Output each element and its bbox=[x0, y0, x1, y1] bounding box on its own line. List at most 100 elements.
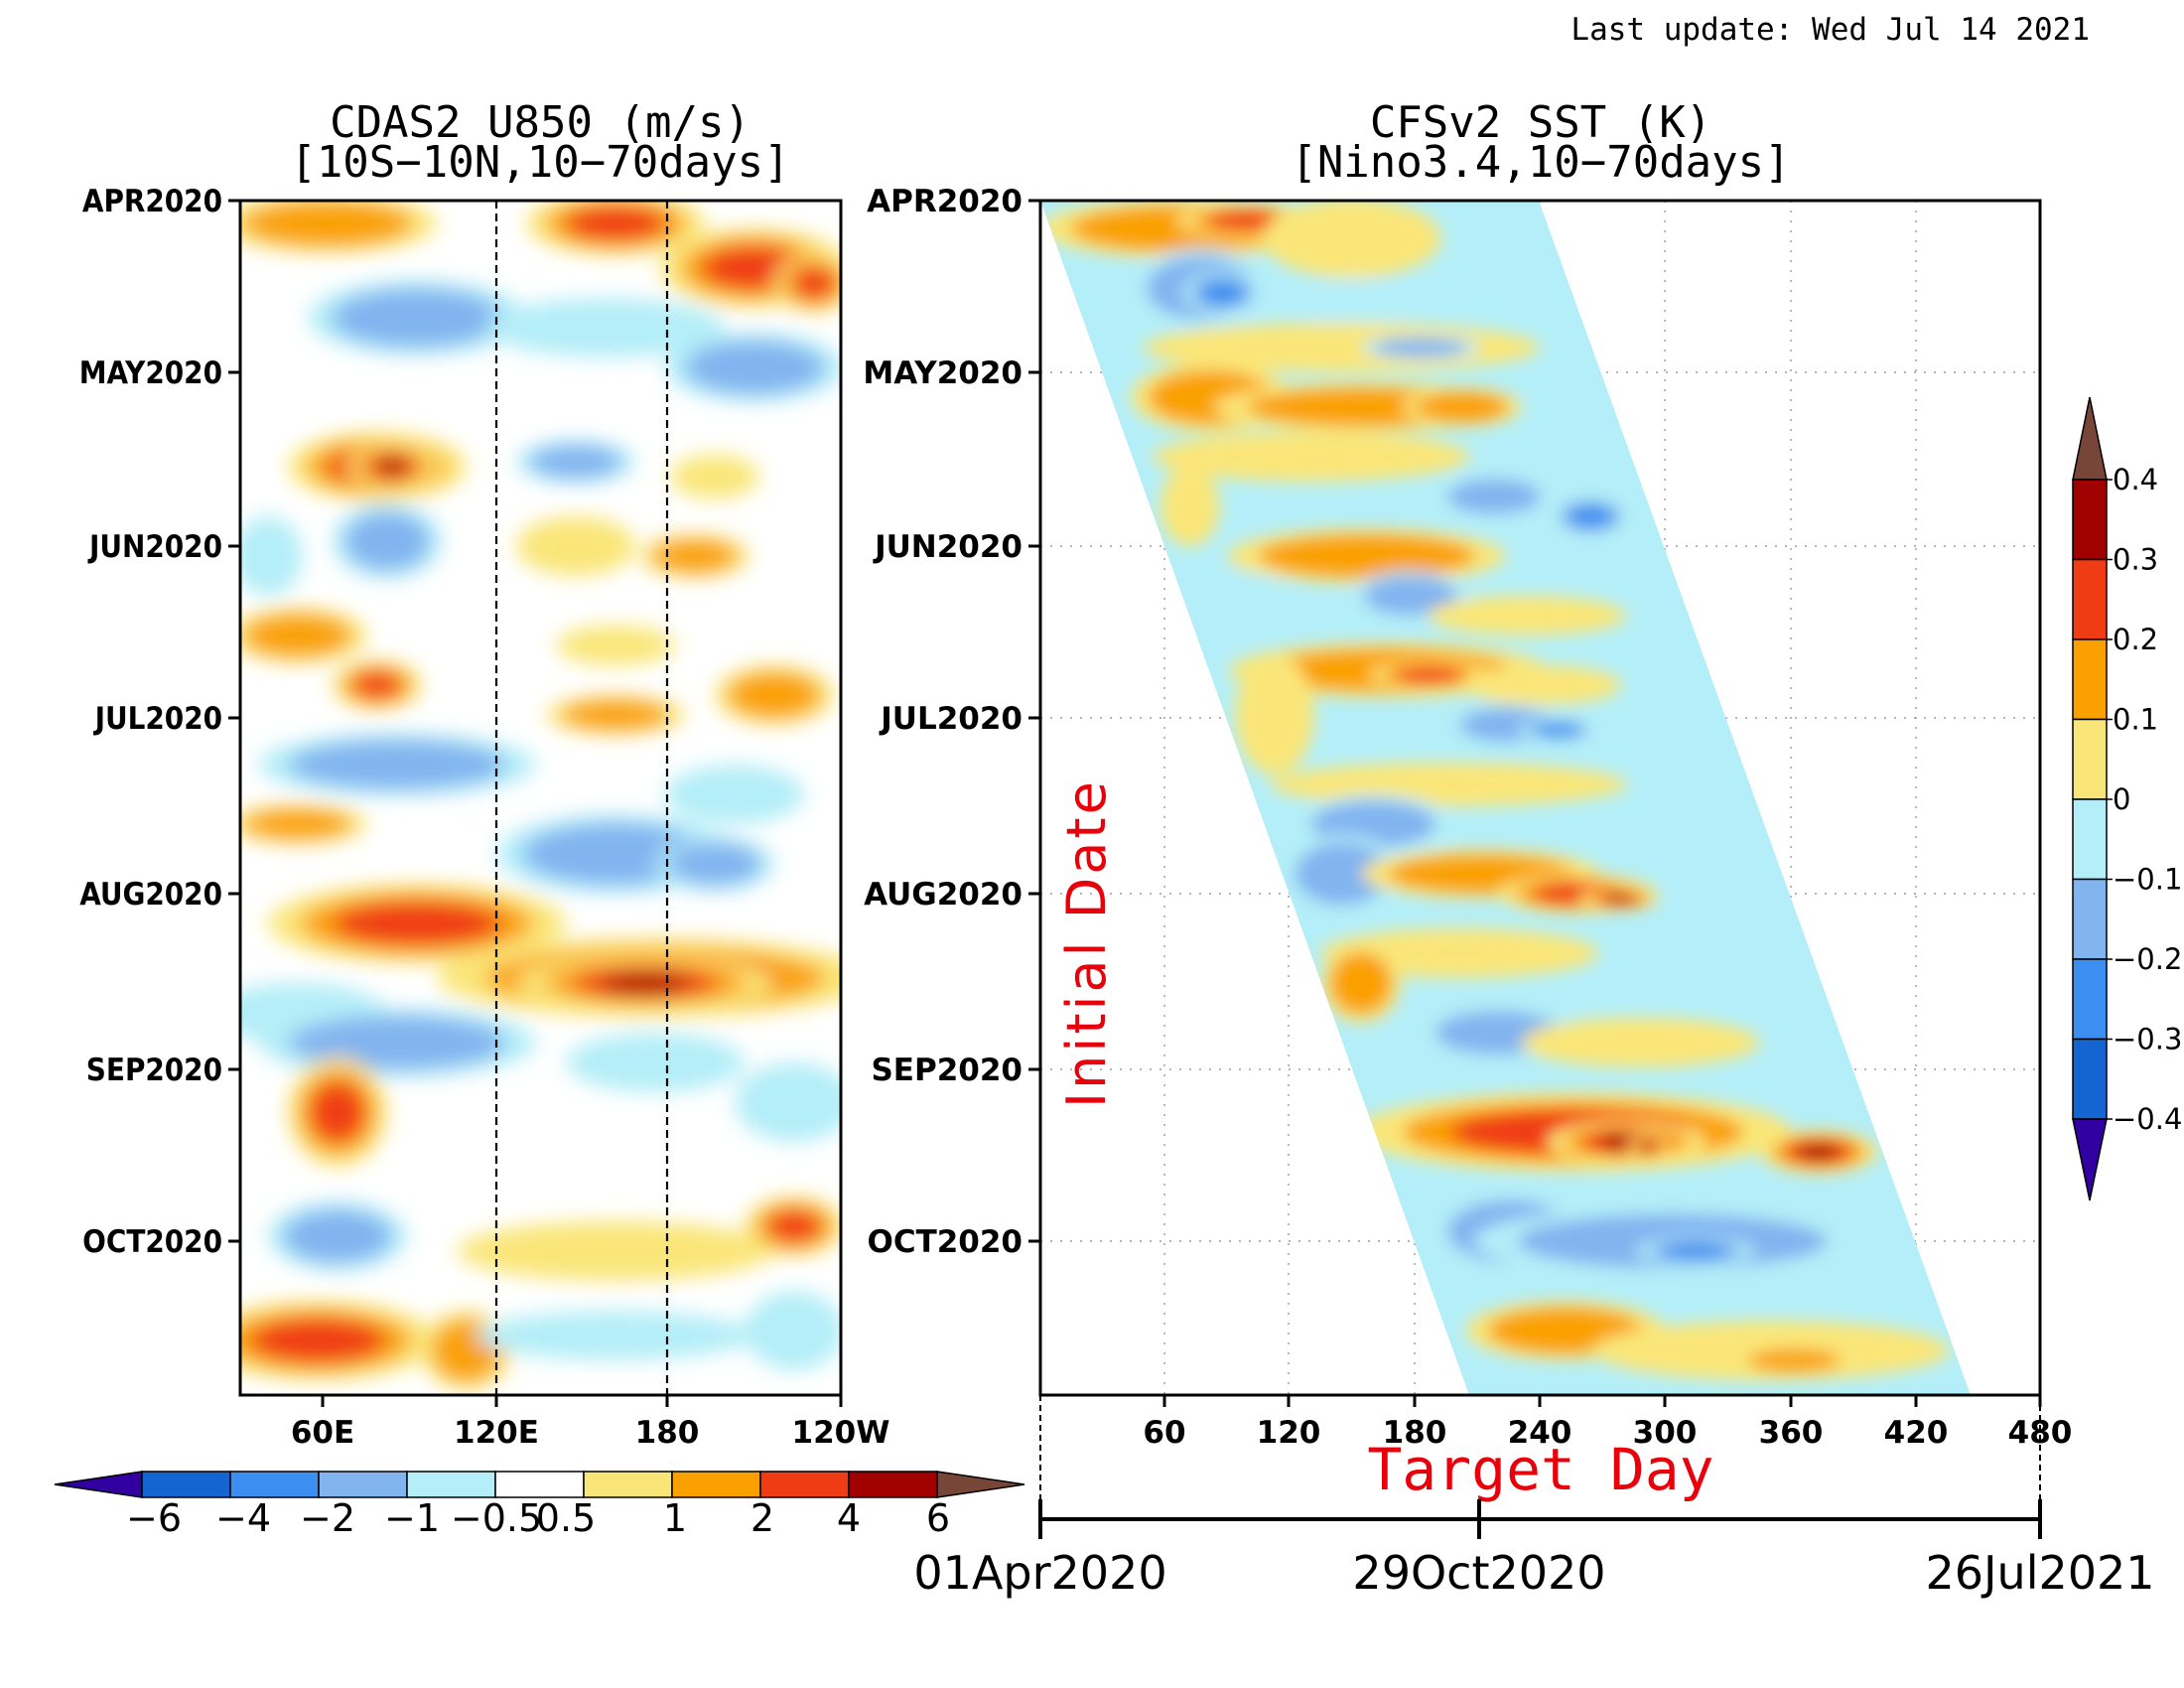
positive-anomaly bbox=[351, 671, 403, 699]
left-colorbar: −6 −4 −2 −1 −0.50.5 1 2 4 6 bbox=[54, 1471, 1025, 1540]
colorbar-label: −1 bbox=[384, 1496, 440, 1540]
right-y-axis: APR2020 MAY2020 JUN2020 JUL2020 AUG2020 SEP20… bbox=[863, 184, 1040, 1260]
colorbar-segment bbox=[2072, 718, 2108, 800]
colorbar-label: 0.1 bbox=[2113, 703, 2158, 737]
positive-anomaly bbox=[1462, 665, 1622, 705]
positive-anomaly bbox=[670, 455, 759, 498]
positive-anomaly bbox=[1329, 951, 1393, 1015]
negative-anomaly bbox=[665, 765, 804, 824]
y-tick-label: JUN2020 bbox=[87, 529, 222, 565]
colorbar-segment bbox=[671, 1471, 761, 1498]
colorbar-segment bbox=[406, 1471, 496, 1498]
positive-anomaly bbox=[1270, 763, 1628, 806]
negative-anomaly bbox=[1374, 338, 1467, 357]
colorbar-arrow-high bbox=[936, 1471, 1025, 1498]
positive-anomaly bbox=[565, 206, 666, 241]
y-tick-label: OCT2020 bbox=[82, 1224, 222, 1260]
negative-anomaly bbox=[288, 1015, 506, 1070]
negative-anomaly bbox=[1536, 723, 1580, 737]
x-tick-label: 60E bbox=[291, 1415, 354, 1451]
x-tick-label: 120 bbox=[1257, 1415, 1321, 1451]
colorbar-segment bbox=[2072, 1038, 2108, 1120]
positive-anomaly bbox=[1262, 201, 1441, 278]
left-x-axis: 60E 120E 180 120W bbox=[291, 1395, 889, 1451]
x-tick-label: 240 bbox=[1508, 1415, 1572, 1451]
colorbar-label: 0 bbox=[2113, 782, 2130, 816]
x-tick-label: 120E bbox=[454, 1415, 539, 1451]
right-title-line2: [Nino3.4,10−70days] bbox=[1291, 137, 1790, 188]
right-xlabel: Target Day bbox=[1367, 1436, 1713, 1503]
positive-anomaly bbox=[601, 973, 690, 993]
positive-anomaly bbox=[516, 516, 635, 576]
left-title-line2: [10S−10N,10−70days] bbox=[290, 137, 789, 188]
y-tick-label: SEP2020 bbox=[86, 1053, 222, 1088]
y-tick-label: SEP2020 bbox=[871, 1053, 1023, 1088]
positive-anomaly bbox=[1747, 1348, 1842, 1372]
colorbar-label: 0.2 bbox=[2113, 623, 2158, 656]
colorbar-label: −0.5 bbox=[451, 1496, 542, 1540]
x-tick-label: 360 bbox=[1759, 1415, 1824, 1451]
y-tick-label: AUG2020 bbox=[864, 877, 1023, 913]
colorbar-label: 0.4 bbox=[2113, 463, 2158, 496]
colorbar-label: 6 bbox=[926, 1496, 950, 1540]
x-tick-label: 60 bbox=[1143, 1415, 1185, 1451]
colorbar-label: 4 bbox=[837, 1496, 861, 1540]
positive-anomaly bbox=[1396, 666, 1463, 684]
y-tick-label: APR2020 bbox=[867, 184, 1023, 219]
negative-anomaly bbox=[684, 340, 825, 395]
colorbar-label: −4 bbox=[215, 1496, 271, 1540]
positive-anomaly bbox=[766, 1209, 822, 1243]
positive-anomaly bbox=[1604, 894, 1633, 904]
colorbar-label: −2 bbox=[300, 1496, 355, 1540]
y-tick-label: JUL2020 bbox=[93, 701, 222, 737]
x-tick-label: 420 bbox=[1884, 1415, 1949, 1451]
negative-anomaly bbox=[1364, 576, 1457, 616]
positive-anomaly bbox=[1258, 534, 1475, 578]
positive-anomaly bbox=[457, 1221, 774, 1281]
negative-anomaly bbox=[529, 444, 622, 480]
positive-anomaly bbox=[310, 1081, 365, 1143]
y-tick-label: MAY2020 bbox=[79, 355, 222, 391]
positive-anomaly bbox=[250, 1318, 385, 1363]
colorbar-arrow-low bbox=[2072, 1118, 2108, 1201]
negative-anomaly bbox=[745, 1291, 841, 1370]
negative-anomaly bbox=[332, 288, 502, 348]
negative-anomaly bbox=[1295, 842, 1389, 906]
positive-anomaly bbox=[1160, 467, 1220, 546]
right-colorbar: 0.4 0.3 0.2 0.1 0 −0.1 −0.2 −0.3 −0.4 bbox=[2072, 396, 2182, 1201]
positive-anomaly bbox=[561, 699, 670, 731]
colorbar-label: 0.5 bbox=[536, 1496, 596, 1540]
colorbar-segment bbox=[583, 1471, 673, 1498]
colorbar-segment bbox=[494, 1471, 585, 1498]
y-tick-label: MAY2020 bbox=[863, 355, 1023, 391]
negative-anomaly bbox=[566, 1033, 745, 1092]
negative-anomaly bbox=[477, 1311, 754, 1360]
x-tick-label: 180 bbox=[635, 1415, 700, 1451]
positive-anomaly bbox=[242, 201, 413, 247]
right-ylabel: Initial Date bbox=[1055, 778, 1118, 1108]
colorbar-label: 1 bbox=[663, 1496, 687, 1540]
negative-anomaly bbox=[240, 516, 303, 596]
colorbar-segment bbox=[2072, 558, 2108, 640]
colorbar-segment bbox=[848, 1471, 938, 1498]
negative-anomaly bbox=[1447, 479, 1541, 514]
colorbar-segment bbox=[229, 1471, 320, 1498]
y-tick-label: JUL2020 bbox=[879, 701, 1023, 737]
colorbar-segment bbox=[2072, 479, 2108, 561]
colorbar-arrow-high bbox=[2072, 396, 2108, 481]
y-tick-label: AUG2020 bbox=[79, 877, 222, 913]
colorbar-label: 2 bbox=[751, 1496, 774, 1540]
negative-anomaly bbox=[1199, 280, 1245, 306]
positive-anomaly bbox=[1798, 1144, 1840, 1160]
negative-anomaly bbox=[735, 1062, 841, 1142]
y-tick-label: APR2020 bbox=[82, 184, 222, 219]
date-axis-label: 26Jul2021 bbox=[1925, 1546, 2154, 1600]
positive-anomaly bbox=[1521, 1018, 1760, 1067]
positive-anomaly bbox=[1235, 655, 1315, 774]
positive-anomaly bbox=[728, 671, 821, 719]
colorbar-segment bbox=[2072, 798, 2108, 881]
colorbar-segment bbox=[318, 1471, 408, 1498]
negative-anomaly bbox=[344, 511, 430, 571]
x-tick-label: 300 bbox=[1633, 1415, 1698, 1451]
